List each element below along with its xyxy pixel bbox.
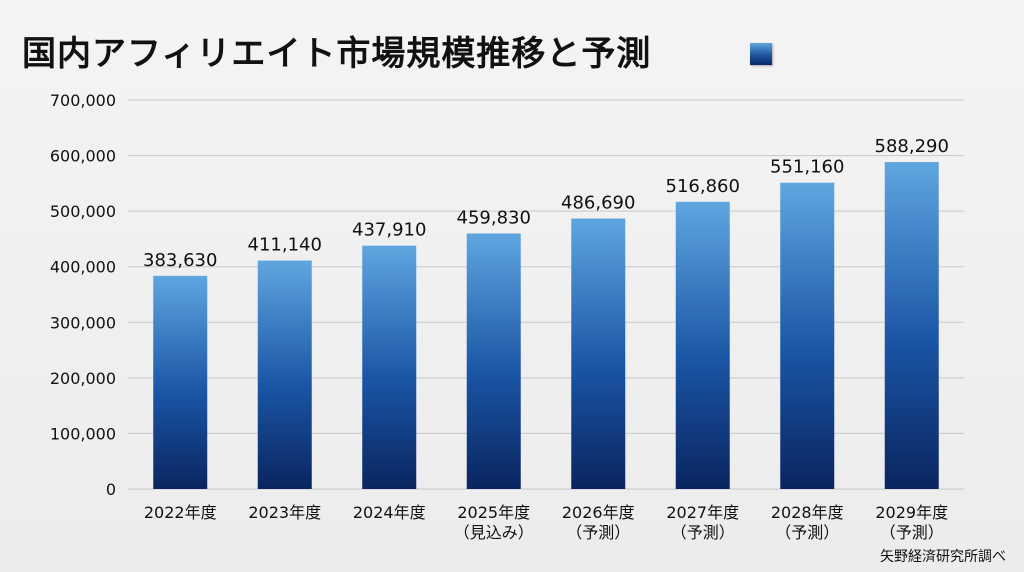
bar (466, 233, 521, 489)
x-tick-label: 2026年度 (562, 503, 635, 522)
bar (884, 162, 939, 489)
x-tick-label: （見込み） (454, 523, 534, 542)
data-label: 588,290 (875, 136, 949, 157)
bar (153, 275, 208, 489)
data-label: 437,910 (352, 220, 426, 241)
y-tick-label: 300,000 (50, 313, 116, 332)
y-tick-label: 700,000 (50, 91, 116, 110)
source-note: 矢野経済研究所調べ (880, 549, 1006, 565)
data-label: 411,140 (248, 235, 322, 256)
data-label: 516,860 (666, 176, 740, 197)
x-tick-label: （予測） (775, 523, 839, 542)
data-label: 551,160 (770, 157, 844, 178)
data-label: 459,830 (457, 207, 531, 228)
x-tick-label: 2025年度 (457, 503, 530, 522)
y-tick-label: 100,000 (50, 424, 116, 443)
x-tick-label: （予測） (566, 523, 630, 542)
x-tick-label: 2028年度 (771, 503, 844, 522)
x-tick-label: （予測） (671, 523, 735, 542)
data-label: 383,630 (143, 250, 217, 271)
y-axis: 0 100,000 200,000 300,000 400,000 500,000 600,… (50, 91, 116, 499)
x-tick-label: 2027年度 (666, 503, 739, 522)
x-tick-label: 2023年度 (248, 503, 321, 522)
y-tick-label: 600,000 (50, 147, 116, 166)
y-tick-label: 400,000 (50, 258, 116, 277)
bar (257, 260, 312, 489)
x-tick-label: 2024年度 (353, 503, 426, 522)
x-tick-label: 2022年度 (144, 503, 217, 522)
bars: 383,630 411,140 437,910 459,830 486,690 516,8… (143, 136, 949, 490)
x-tick-label: 2029年度 (875, 503, 948, 522)
data-label: 486,690 (561, 193, 635, 214)
legend-swatch (750, 43, 772, 65)
x-tick-label: （予測） (880, 523, 944, 542)
x-axis: 2022年度 2023年度 2024年度 2025年度（見込み）2026年度（予測）2… (144, 503, 948, 542)
bar (362, 245, 417, 489)
bar (675, 201, 730, 490)
y-tick-label: 500,000 (50, 202, 116, 221)
chart-title: 国内アフィリエイト市場規模推移と予測 (22, 34, 652, 74)
y-tick-label: 200,000 (50, 369, 116, 388)
bar (571, 218, 626, 489)
y-tick-label: 0 (106, 480, 116, 499)
bar (780, 182, 835, 489)
